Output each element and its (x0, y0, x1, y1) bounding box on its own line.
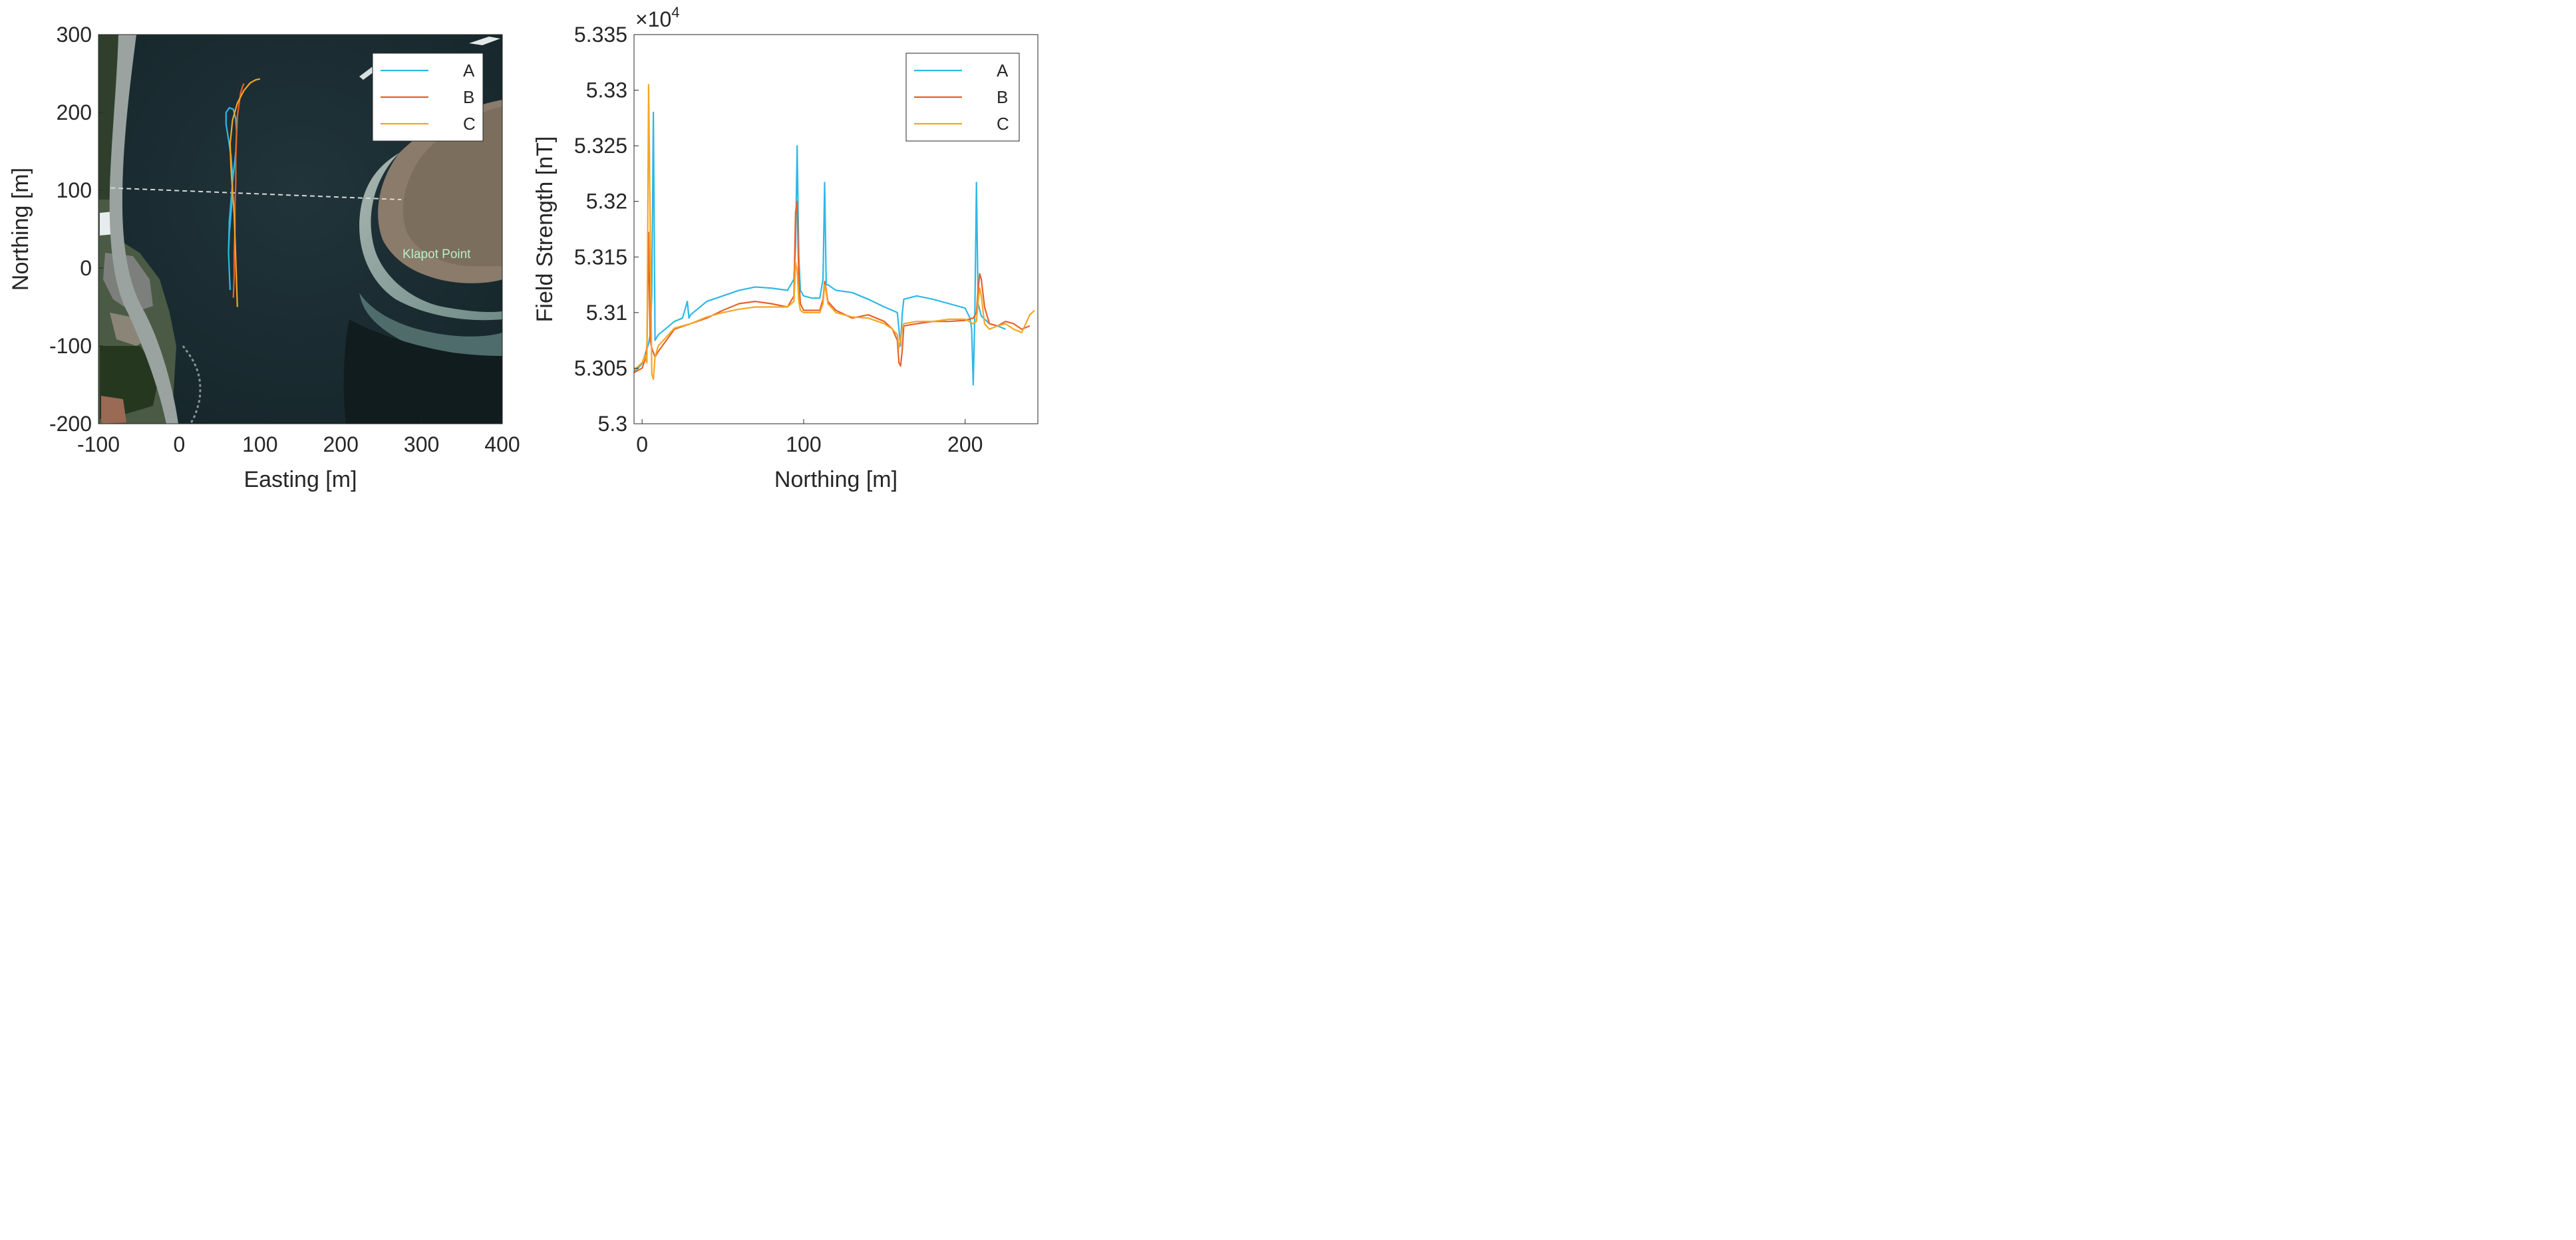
x-tick-label: 300 (404, 432, 439, 456)
x-tick-label: 0 (174, 432, 186, 456)
map-legend: ABC (372, 53, 484, 142)
field-y-axis-label: Field Strength [nT] (532, 136, 558, 323)
field-legend: ABC (905, 53, 1020, 142)
x-tick-label: 400 (484, 432, 520, 456)
legend-label-a: A (463, 61, 475, 80)
x-tick-label: 100 (242, 432, 277, 456)
y-tick-label: 100 (57, 178, 92, 202)
legend-label-b: B (463, 87, 474, 107)
y-tick-label: 200 (57, 100, 92, 124)
map-y-axis-label: Northing [m] (8, 168, 33, 291)
y-tick-label: 5.335 (574, 23, 627, 47)
y-tick-label: 5.3 (598, 412, 627, 436)
figure: Klapot Point -100 0 100 200 300 400-200-10001… (8, 4, 1039, 492)
map-x-axis-label: Easting [m] (243, 467, 357, 492)
field-x-axis-label: Northing [m] (774, 467, 897, 492)
legend-label-c: C (997, 114, 1009, 134)
y-tick-label: 300 (57, 23, 92, 47)
transect-dashed-line (110, 187, 402, 201)
y-tick-label: 5.33 (586, 78, 627, 102)
series-line-b (232, 83, 245, 298)
legend-label-c: C (463, 114, 476, 134)
field-tick-labels: 0 100 200 5.3 5.305 5.31 5.315 5.32 5.325 5.33 5.3… (574, 23, 983, 456)
x-tick-label: 100 (786, 432, 821, 456)
x-tick-label: 200 (947, 432, 983, 456)
x-tick-label: 0 (636, 432, 648, 456)
y-tick-label: 5.305 (574, 356, 627, 380)
map-plot: Klapot Point -100 0 100 200 300 400-200-10001… (8, 23, 520, 492)
y-tick-label: 5.32 (586, 190, 627, 214)
place-label: Klapot Point (402, 247, 471, 261)
series-line-c (634, 84, 1035, 381)
exponent-label: ×104 (635, 4, 680, 31)
field-axes-box (633, 34, 1039, 424)
map-axes-box (98, 34, 503, 424)
y-tick-label: 0 (80, 256, 92, 280)
series-line-a (634, 111, 1006, 386)
x-tick-label: -100 (77, 432, 120, 456)
y-tick-label: 5.315 (574, 245, 627, 269)
y-tick-label: -200 (49, 412, 92, 436)
series-line-c (229, 78, 261, 307)
x-tick-label: 200 (323, 432, 359, 456)
y-tick-label: 5.325 (574, 134, 627, 158)
legend-label-b: B (997, 87, 1008, 107)
legend-label-a: A (997, 61, 1009, 80)
y-tick-label: -100 (49, 334, 92, 358)
y-tick-label: 5.31 (586, 301, 627, 325)
field-strength-plot: 0 100 200 5.3 5.305 5.31 5.315 5.32 5.325 5.33 5.3… (532, 4, 1039, 492)
track-series (225, 78, 261, 307)
field-strength-series (634, 84, 1035, 386)
